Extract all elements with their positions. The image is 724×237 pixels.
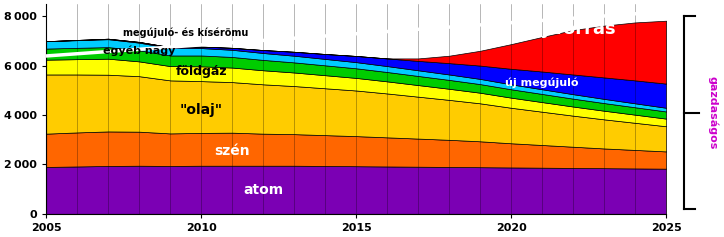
Text: egyéb nagy: egyéb nagy [103,45,175,56]
Text: új forrás: új forrás [530,20,616,38]
Text: atom: atom [243,183,283,197]
Text: földgáz: földgáz [175,65,227,78]
Text: gazdaságos: gazdaságos [708,76,718,149]
Text: "olaj": "olaj" [180,103,223,117]
Text: új megújuló: új megújuló [505,78,579,88]
Text: szén: szén [214,144,250,158]
Text: megújuló- és kísérömu: megújuló- és kísérömu [123,27,248,38]
